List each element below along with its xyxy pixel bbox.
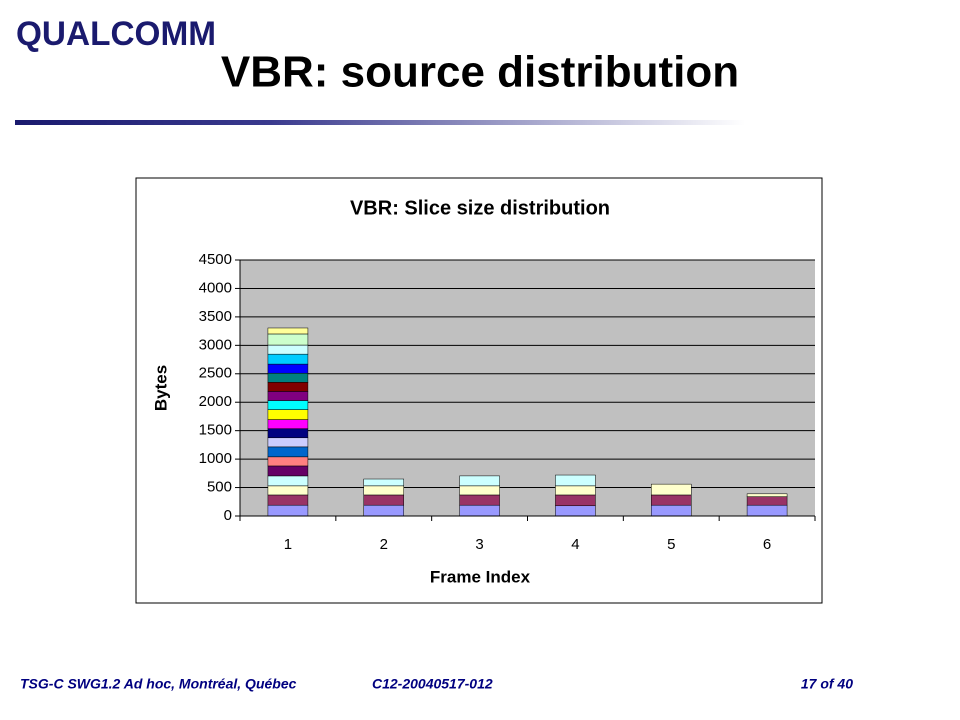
bar-segment [267,327,309,335]
bar-segment [267,494,309,506]
bar-segment [267,382,309,392]
title-rule [15,120,745,125]
bar-segment [363,504,404,517]
bar-segment [459,485,500,496]
x-tick-label: 5 [667,536,675,553]
bar-segment [267,409,309,420]
y-axis-label: Bytes [151,365,170,411]
bar-segment [267,391,309,401]
y-tick-label: 4000 [199,279,232,296]
bar-segment [267,485,309,496]
y-tick-label: 2000 [199,393,232,410]
bar-segment [363,485,404,496]
bar-segment [267,465,309,477]
x-tick-label: 2 [380,536,388,553]
y-tick-label: 3500 [199,308,232,325]
bar-segment [267,353,309,365]
bar-segment [651,494,692,506]
bar-segment [267,428,309,439]
bar-segment [746,496,788,506]
bar-segment [746,504,788,517]
bar-segment [267,437,309,448]
footer-left: TSG-C SWG1.2 Ad hoc, Montréal, Québec [20,676,297,692]
y-tick-label: 0 [224,507,232,524]
logo: QUALCOMM [16,15,216,53]
bar-segment [363,478,404,487]
bar-segment [267,344,309,355]
bar-segment [267,504,309,517]
bar-segment [459,494,500,506]
y-tick-label: 2500 [199,365,232,382]
bar-segment [267,363,309,374]
x-tick-label: 1 [284,536,292,553]
x-tick-label: 4 [571,536,579,553]
chart-title: VBR: Slice size distribution [350,197,610,219]
bar-segment [267,333,309,346]
x-tick-label: 6 [763,536,771,553]
x-tick-label: 3 [475,536,483,553]
bar-segment [267,456,309,467]
bar-segment [651,504,692,517]
bar-segment [459,475,500,487]
y-tick-label: 3000 [199,336,232,353]
bar-segment [746,493,788,497]
y-tick-label: 500 [207,479,232,496]
y-tick-label: 4500 [199,251,232,268]
bar-segment [267,419,309,429]
bar-segment [267,372,309,383]
bar-segment [555,485,596,496]
bar-segment [555,474,596,487]
y-tick-label: 1000 [199,450,232,467]
bar-segment [267,446,309,458]
footer-right: 17 of 40 [801,676,853,692]
x-axis-label: Frame Index [430,567,531,586]
y-tick-label: 1500 [199,422,232,439]
bar-segment [363,494,404,506]
bar-segment [555,505,596,517]
bar-segment [459,504,500,517]
bar-segment [267,400,309,410]
bar-segment [267,475,309,487]
bar-segment [651,483,692,496]
plot-area [240,260,815,516]
slide-title: VBR: source distribution [221,48,739,97]
bar-segment [555,494,596,507]
footer-center: C12-20040517-012 [372,676,493,692]
